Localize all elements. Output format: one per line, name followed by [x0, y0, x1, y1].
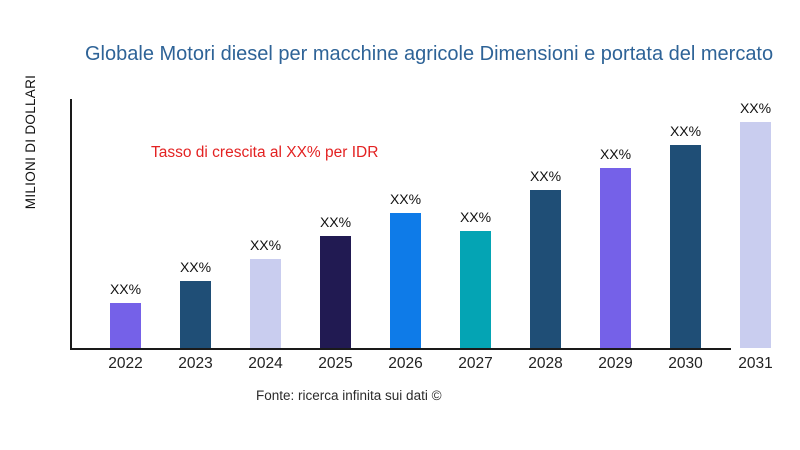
x-tick-label-2031: 2031 — [738, 355, 773, 372]
y-axis-line — [70, 99, 72, 348]
x-tick-label-2029: 2029 — [598, 355, 633, 372]
bar-2023 — [180, 281, 211, 348]
x-tick-label-2030: 2030 — [668, 355, 703, 372]
bar-2022 — [110, 303, 141, 348]
bar-value-label-2025: XX% — [319, 214, 352, 230]
x-tick-label-2022: 2022 — [108, 355, 143, 372]
bar-2024 — [250, 259, 281, 348]
bar-2025 — [320, 236, 351, 348]
x-tick-label-2028: 2028 — [528, 355, 563, 372]
bar-2029 — [600, 168, 631, 348]
bar-2027 — [460, 231, 491, 348]
bar-value-label-2027: XX% — [459, 209, 492, 225]
bar-value-label-2023: XX% — [179, 259, 212, 275]
bar-2031 — [740, 122, 771, 348]
bar-2026 — [390, 213, 421, 348]
bar-2028 — [530, 190, 561, 348]
y-axis-title: MILIONI DI DOLLARI — [23, 74, 38, 210]
bar-value-label-2029: XX% — [599, 146, 632, 162]
source-note: Fonte: ricerca infinita sui dati © — [256, 388, 442, 403]
bar-value-label-2026: XX% — [389, 191, 422, 207]
bar-value-label-2024: XX% — [249, 237, 282, 253]
bar-value-label-2028: XX% — [529, 168, 562, 184]
bar-2030 — [670, 145, 701, 348]
bar-value-label-2031: XX% — [739, 100, 772, 116]
x-tick-label-2023: 2023 — [178, 355, 213, 372]
bar-value-label-2022: XX% — [109, 281, 142, 297]
growth-rate-annotation: Tasso di crescita al XX% per IDR — [151, 144, 379, 161]
chart-title: Globale Motori diesel per macchine agric… — [85, 43, 774, 65]
x-axis-line — [70, 348, 731, 350]
x-tick-label-2026: 2026 — [388, 355, 423, 372]
x-tick-label-2024: 2024 — [248, 355, 283, 372]
bar-value-label-2030: XX% — [669, 123, 702, 139]
x-tick-label-2027: 2027 — [458, 355, 493, 372]
x-tick-label-2025: 2025 — [318, 355, 353, 372]
